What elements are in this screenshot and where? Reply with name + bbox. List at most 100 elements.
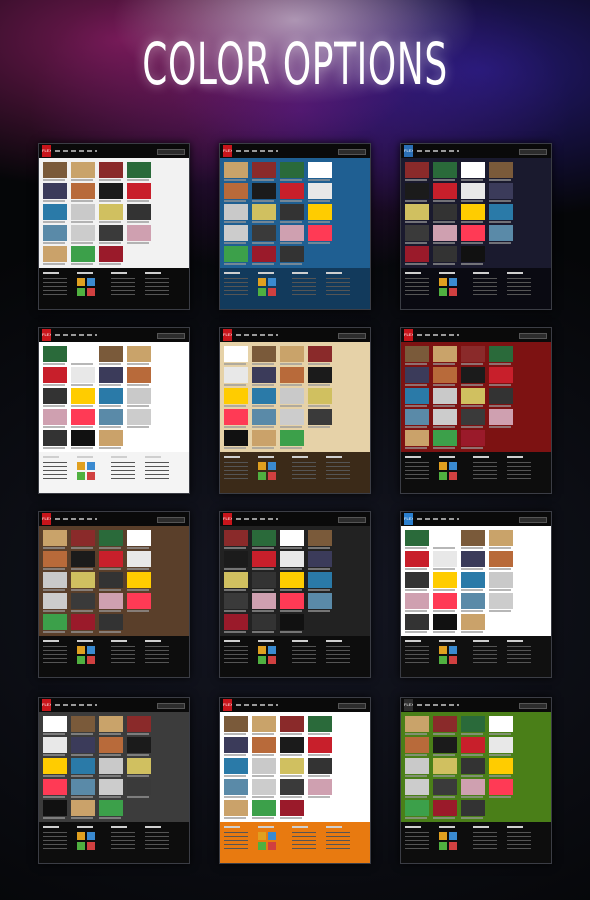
preview-thumbnail — [433, 716, 457, 735]
theme-preview-3[interactable]: FLEX — [400, 143, 552, 310]
theme-preview-8[interactable]: FLEX — [219, 511, 371, 678]
preview-thumbnail — [433, 593, 457, 612]
preview-thumbnail — [224, 367, 248, 386]
preview-thumbnail — [127, 779, 151, 798]
preview-thumbnail — [224, 779, 248, 798]
preview-thumbnail — [127, 388, 151, 407]
preview-header: FLEX — [401, 144, 551, 158]
theme-preview-4[interactable]: FLEX — [38, 327, 190, 494]
preview-thumbnail — [99, 409, 123, 428]
preview-thumbnail — [224, 800, 248, 819]
preview-thumbnail — [43, 204, 67, 223]
preview-thumbnail — [43, 737, 67, 756]
theme-preview-10[interactable]: FLEX — [38, 697, 190, 864]
theme-preview-7[interactable]: FLEX — [38, 511, 190, 678]
preview-thumbnail — [224, 572, 248, 591]
preview-thumbnail — [99, 246, 123, 265]
theme-preview-9[interactable]: FLEX — [400, 511, 552, 678]
preview-thumbnail — [308, 779, 332, 798]
preview-footer-column — [43, 456, 69, 486]
preview-nav — [236, 334, 278, 336]
preview-thumbnail — [252, 716, 276, 735]
preview-thumbnail — [308, 409, 332, 428]
preview-logo: FLEX — [223, 329, 232, 341]
preview-thumbnail — [71, 572, 95, 591]
preview-thumbnail — [127, 225, 151, 244]
preview-thumbnail — [489, 388, 513, 407]
theme-preview-5[interactable]: FLEX — [219, 327, 371, 494]
preview-thumbnail — [224, 530, 248, 549]
preview-thumbnail — [433, 162, 457, 181]
preview-thumbnail — [71, 225, 95, 244]
preview-footer-column — [145, 826, 171, 856]
preview-thumbnail — [433, 367, 457, 386]
preview-thumbnail — [308, 758, 332, 777]
preview-thumbnail — [308, 162, 332, 181]
preview-thumbnail — [224, 551, 248, 570]
preview-thumbnail — [71, 737, 95, 756]
theme-preview-6[interactable]: FLEX — [400, 327, 552, 494]
theme-preview-2[interactable]: FLEX — [219, 143, 371, 310]
preview-thumbnail — [433, 614, 457, 633]
theme-preview-11[interactable]: FLEX — [219, 697, 371, 864]
preview-thumbnail — [99, 716, 123, 735]
preview-thumbnail — [224, 716, 248, 735]
preview-footer-column — [473, 826, 499, 856]
preview-footer-column — [258, 640, 284, 670]
preview-thumbnail — [461, 225, 485, 244]
preview-thumbnail — [280, 409, 304, 428]
preview-search — [338, 517, 366, 523]
preview-content — [39, 158, 189, 268]
preview-footer-column — [224, 826, 250, 856]
preview-thumbnail — [433, 779, 457, 798]
preview-thumbnail — [461, 572, 485, 591]
preview-content — [401, 342, 551, 452]
preview-logo: FLEX — [42, 699, 51, 711]
preview-thumbnail — [280, 388, 304, 407]
preview-content — [39, 526, 189, 636]
preview-thumbnail — [308, 737, 332, 756]
preview-footer-column — [439, 640, 465, 670]
preview-thumbnail — [252, 530, 276, 549]
preview-thumbnail — [405, 716, 429, 735]
preview-thumbnail — [43, 388, 67, 407]
preview-thumbnail — [43, 367, 67, 386]
preview-thumbnail — [433, 572, 457, 591]
preview-footer — [401, 452, 551, 493]
preview-logo: FLEX — [42, 145, 51, 157]
preview-thumbnail — [433, 737, 457, 756]
preview-content — [401, 158, 551, 268]
preview-thumbnail — [252, 225, 276, 244]
preview-search — [338, 333, 366, 339]
preview-thumbnail — [461, 800, 485, 819]
preview-thumbnail — [461, 758, 485, 777]
preview-thumbnail — [252, 162, 276, 181]
preview-footer-column — [439, 456, 465, 486]
preview-thumbnail — [308, 593, 332, 612]
preview-thumbnail — [405, 430, 429, 449]
preview-thumbnail — [308, 530, 332, 549]
preview-thumbnail — [99, 225, 123, 244]
preview-thumbnail — [433, 225, 457, 244]
preview-thumbnail — [433, 388, 457, 407]
preview-content — [220, 712, 370, 822]
preview-thumbnail — [405, 225, 429, 244]
preview-footer-column — [145, 456, 171, 486]
theme-preview-12[interactable]: FLEX — [400, 697, 552, 864]
preview-thumbnail — [461, 530, 485, 549]
preview-footer-column — [224, 640, 250, 670]
theme-preview-1[interactable]: FLEX — [38, 143, 190, 310]
preview-thumbnail — [43, 716, 67, 735]
preview-thumbnail — [43, 225, 67, 244]
preview-thumbnail — [405, 246, 429, 265]
preview-thumbnail — [461, 346, 485, 365]
preview-search — [519, 703, 547, 709]
preview-thumbnail — [43, 346, 67, 365]
preview-thumbnail — [224, 737, 248, 756]
preview-nav — [417, 150, 459, 152]
preview-footer-column — [77, 272, 103, 302]
preview-thumbnail — [43, 800, 67, 819]
preview-header: FLEX — [39, 144, 189, 158]
preview-footer-column — [405, 456, 431, 486]
preview-thumbnail — [308, 346, 332, 365]
